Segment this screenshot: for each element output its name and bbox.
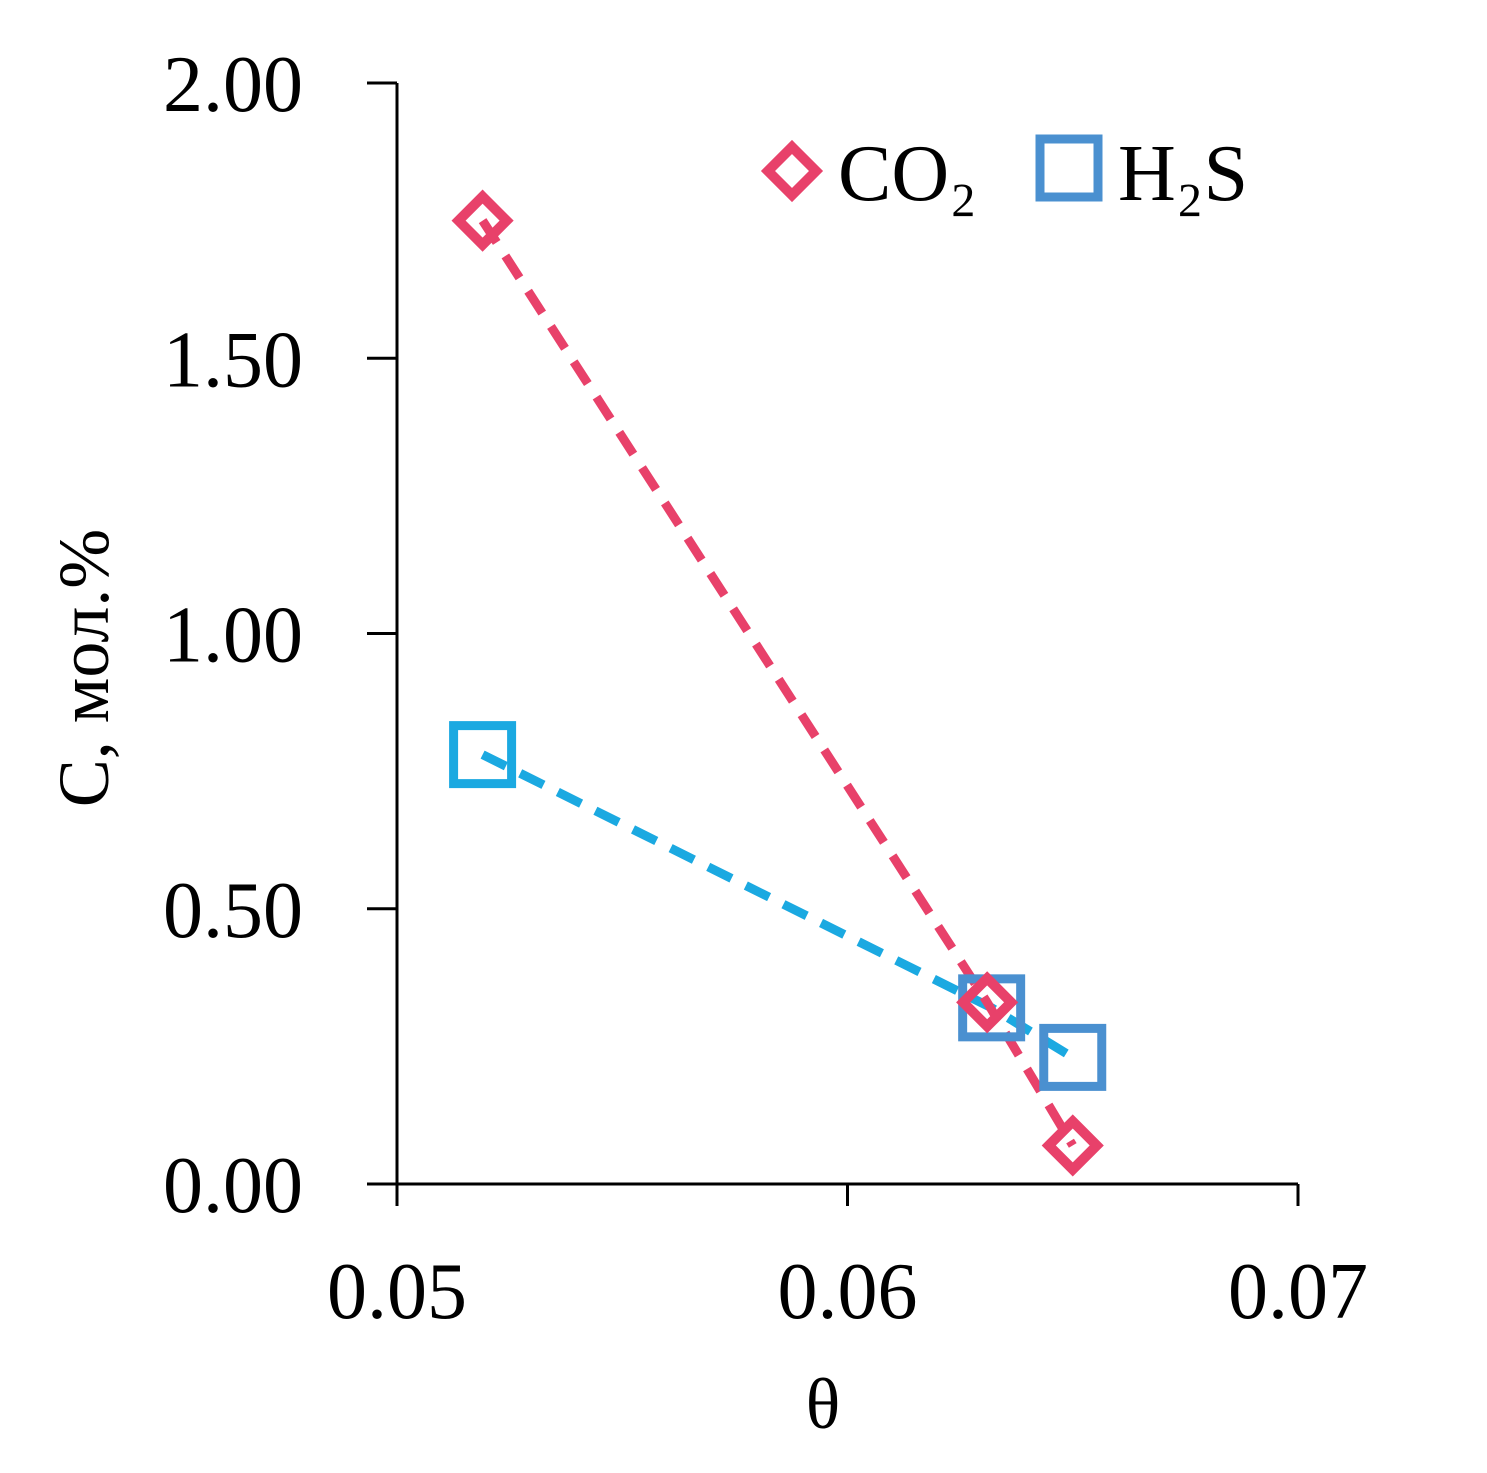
- h2s-point: [449, 721, 517, 789]
- legend-co2-label: CO₂: [838, 130, 977, 218]
- series-line-h2s: [480, 750, 1076, 1062]
- y-tick-label: 2.00: [163, 41, 303, 129]
- y-tick-label: 1.00: [163, 592, 303, 680]
- legend-co2-marker: [760, 139, 824, 203]
- co2-point: [956, 971, 1019, 1034]
- y-tick-label: 1.50: [163, 316, 303, 404]
- legend-h2s-marker: [1035, 134, 1103, 202]
- x-tick-label: 0.06: [778, 1248, 918, 1336]
- y-axis-label: C, мол.%: [44, 529, 124, 808]
- legend-h2s-label: H₂S: [1118, 130, 1248, 218]
- series-layer: [449, 189, 1107, 1177]
- legend: CO₂ H₂S: [760, 130, 1248, 218]
- x-tick-label: 0.07: [1228, 1248, 1368, 1336]
- co2-point: [451, 189, 514, 252]
- y-tick-label: 0.50: [163, 867, 303, 955]
- x-tick-label: 0.05: [327, 1248, 467, 1336]
- series-line-co2: [478, 218, 1077, 1148]
- axes: 0.00 0.50 1.00 1.50 2.00 0.05 0.06 0.07: [163, 41, 1368, 1336]
- y-tick-label: 0.00: [163, 1142, 303, 1230]
- h2s-point: [1039, 1023, 1107, 1091]
- x-axis-label: θ: [806, 1364, 841, 1444]
- co2-point: [1041, 1114, 1104, 1177]
